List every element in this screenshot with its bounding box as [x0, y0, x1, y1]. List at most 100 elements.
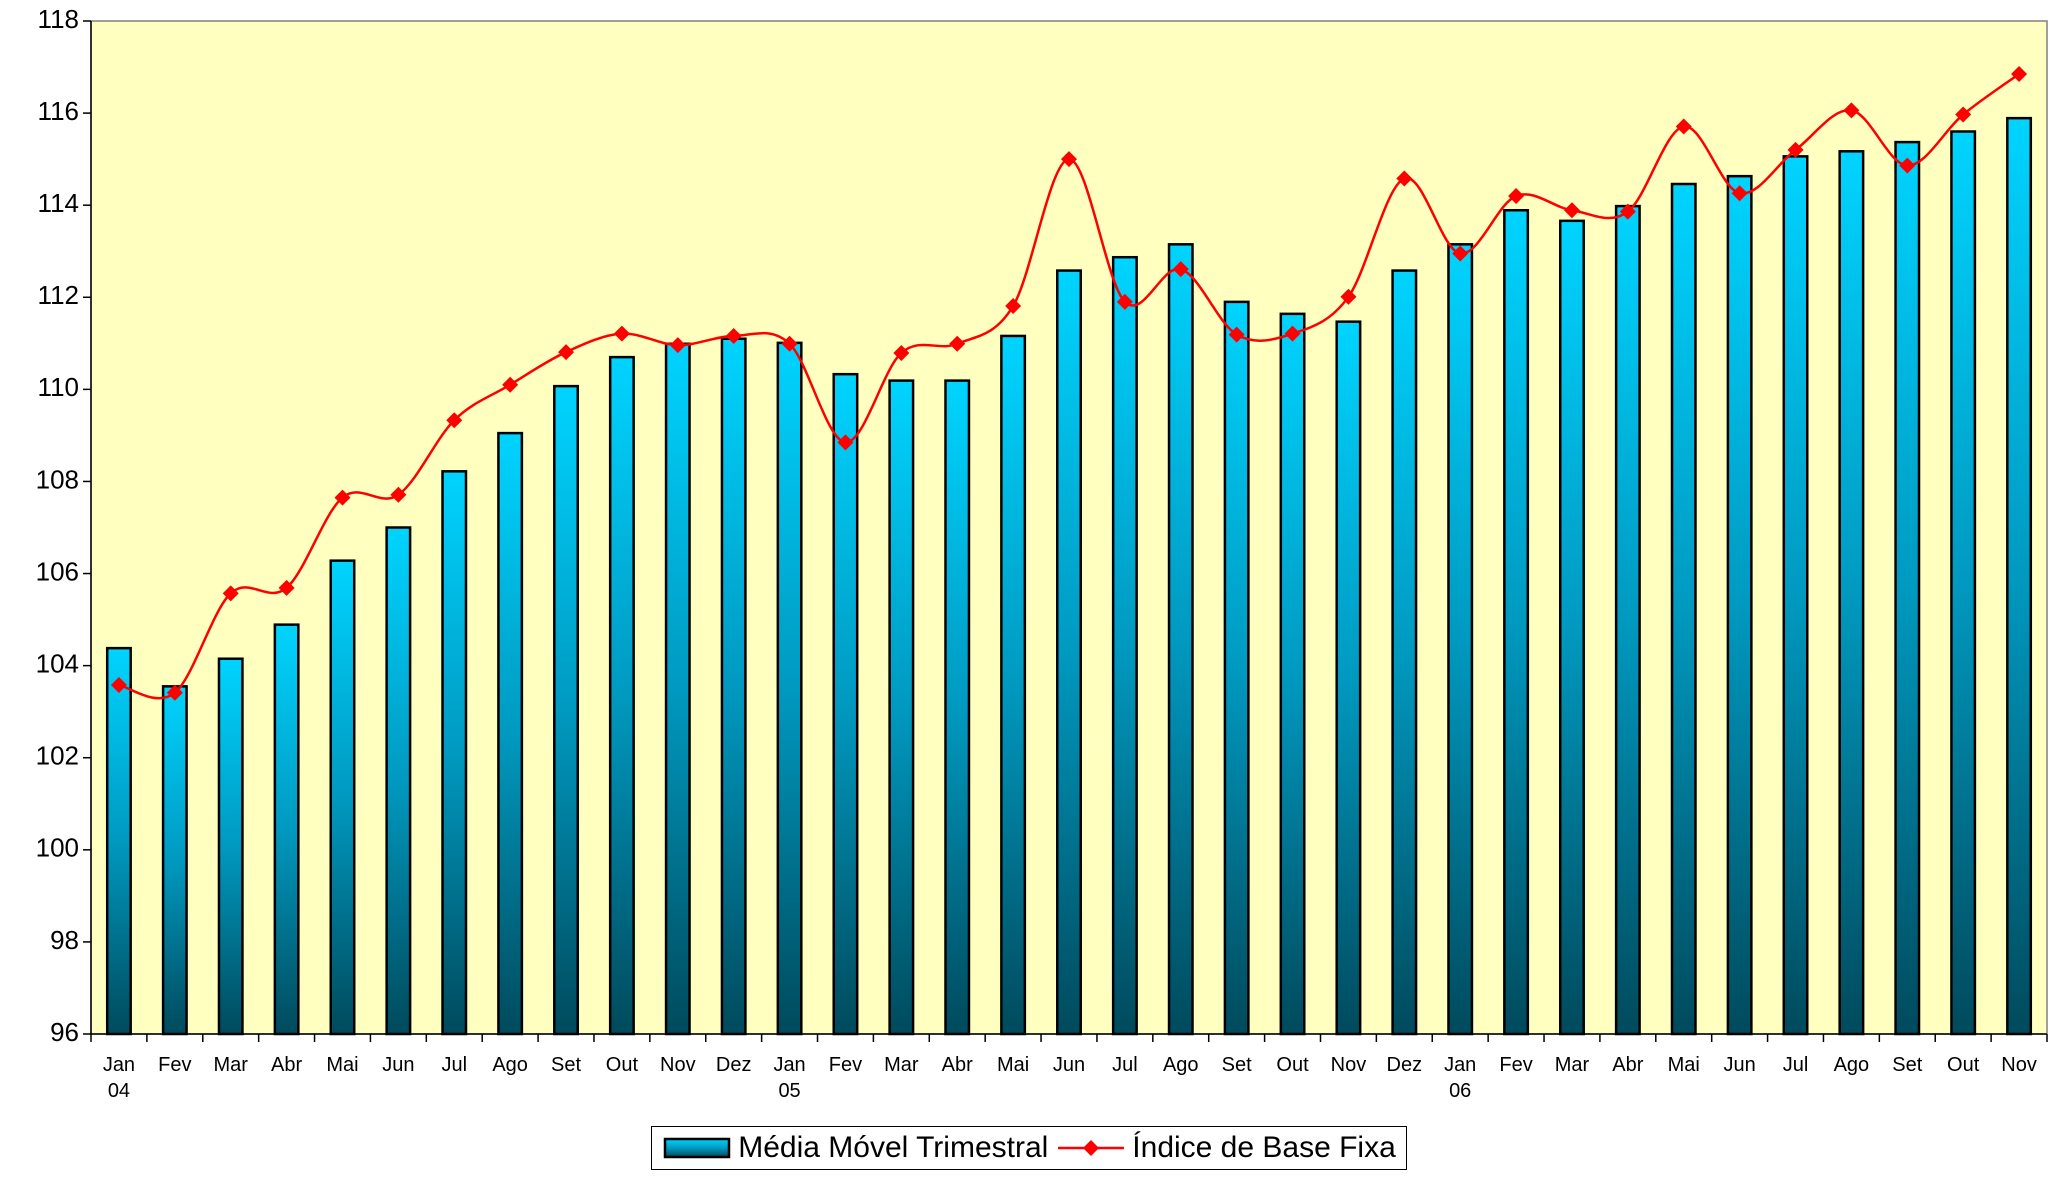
x-tick-label: Mai — [326, 1054, 359, 1076]
bar — [1111, 255, 1138, 1036]
y-tick-label: 96 — [50, 1017, 79, 1047]
bar — [1167, 243, 1194, 1036]
y-tick-label: 100 — [36, 833, 79, 863]
line-marker — [446, 412, 463, 429]
y-tick-label: 112 — [38, 280, 79, 310]
line-marker — [278, 579, 295, 596]
line-marker — [1284, 325, 1301, 342]
line-marker — [390, 486, 407, 503]
line-marker — [1675, 118, 1692, 135]
line-marker — [1508, 187, 1525, 204]
bar — [1838, 150, 1865, 1036]
line-marker — [1061, 151, 1077, 168]
line-marker — [1563, 202, 1580, 219]
legend-swatch — [663, 1137, 731, 1159]
x-tick-label: Fev — [1499, 1054, 1533, 1076]
x-tick-label: Ago — [1162, 1054, 1199, 1076]
line-marker — [669, 337, 686, 354]
bar — [1894, 140, 1921, 1036]
line-marker — [893, 344, 910, 361]
line-marker — [1172, 261, 1189, 278]
x-tick-label: Jul — [1112, 1054, 1138, 1076]
bar — [385, 526, 412, 1036]
bar — [2006, 116, 2033, 1036]
y-tick-label: 118 — [38, 4, 79, 34]
x-tick-label: Mai — [996, 1054, 1030, 1076]
bar — [161, 685, 188, 1036]
x-tick-label: Abr — [1612, 1054, 1644, 1076]
x-tick-label: Out — [1947, 1054, 1980, 1076]
bar — [1558, 219, 1585, 1036]
x-tick-label: Jun — [1052, 1054, 1086, 1076]
x-tick-label: Dez — [1386, 1054, 1423, 1076]
line-marker — [1843, 102, 1860, 119]
line-marker — [1340, 288, 1357, 305]
line-marker — [558, 344, 575, 361]
y-tick-label: 110 — [38, 372, 79, 402]
line-marker — [1005, 298, 1022, 315]
legend-label: Média Móvel Trimestral — [738, 1131, 1049, 1164]
legend-swatch — [1058, 1140, 1125, 1156]
legend-box: Média Móvel Trimestral Índice de Base Fix… — [651, 1126, 1407, 1170]
y-tick-label: 102 — [36, 741, 79, 771]
y-tick-label: 108 — [36, 464, 79, 494]
x-tick-label: Jun — [382, 1054, 415, 1076]
y-tick-label: 116 — [38, 96, 79, 126]
line-marker — [1619, 203, 1636, 220]
bar — [776, 341, 803, 1036]
x-tick-label: Fev — [158, 1054, 192, 1076]
bar — [832, 372, 859, 1036]
line-marker — [1787, 141, 1804, 158]
bar — [1223, 300, 1250, 1036]
bar — [1503, 208, 1530, 1036]
x-tick-label: Nov — [1330, 1054, 1367, 1076]
x-tick-label: Fev — [828, 1054, 863, 1076]
bar — [273, 623, 300, 1036]
x-tick-label: Ago — [492, 1054, 528, 1076]
x-tick-label: Jan 04 — [102, 1054, 136, 1102]
line-marker — [1899, 157, 1916, 174]
line-marker — [1955, 106, 1972, 123]
legend-label: Índice de Base Fixa — [1132, 1131, 1396, 1164]
bar — [497, 431, 524, 1036]
legend: Média Móvel Trimestral Índice de Base Fix… — [0, 1126, 2058, 1170]
x-tick-label: Nov — [2001, 1054, 2037, 1076]
x-tick-label: Ago — [1833, 1054, 1870, 1076]
x-tick-label: Mai — [1667, 1054, 1700, 1076]
y-tick-label: 106 — [36, 556, 79, 586]
line-marker — [502, 376, 519, 393]
bar — [105, 646, 132, 1036]
bar — [888, 379, 915, 1036]
x-tick-label: Set — [1221, 1054, 1252, 1076]
x-tick-label: Abr — [271, 1054, 303, 1076]
x-tick-label: Mar — [1554, 1054, 1590, 1076]
y-tick-label: 114 — [38, 188, 79, 218]
bar — [1447, 243, 1474, 1036]
bar — [944, 379, 971, 1036]
bar — [1335, 320, 1362, 1036]
x-tick-label: Jun — [1723, 1054, 1756, 1076]
bar — [720, 337, 747, 1036]
bar — [1000, 334, 1027, 1036]
y-tick-label: 104 — [36, 649, 79, 679]
x-tick-label: Dez — [715, 1054, 752, 1076]
x-tick-label: Nov — [660, 1054, 696, 1076]
line-marker — [334, 489, 351, 506]
swatch-rect — [663, 1137, 731, 1159]
line — [118, 72, 2020, 700]
legend-item: Média Móvel Trimestral — [662, 1131, 1048, 1165]
line-marker — [1228, 326, 1245, 343]
y-tick-label: 98 — [50, 925, 79, 955]
swatch-marker — [1083, 1140, 1100, 1156]
x-tick-label: Set — [1892, 1054, 1923, 1076]
line-marker — [1116, 293, 1133, 310]
line-marker — [166, 684, 183, 701]
line-marker — [949, 335, 966, 352]
x-tick-label: Set — [551, 1054, 582, 1076]
bar — [217, 657, 244, 1036]
bar — [1670, 182, 1697, 1036]
x-tick-label: Jan 06 — [1444, 1054, 1477, 1102]
line-marker — [110, 676, 127, 693]
